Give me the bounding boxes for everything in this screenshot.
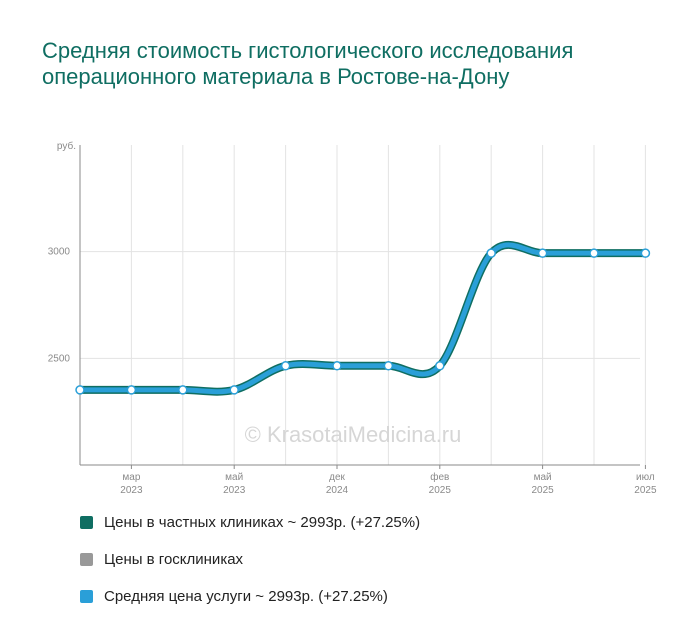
x-tick-month: дек (329, 472, 345, 483)
data-point (537, 248, 548, 258)
grid-lines (80, 145, 646, 465)
series-line-private (76, 240, 650, 396)
y-axis-unit-label: руб. (57, 140, 76, 152)
data-point (229, 385, 239, 395)
data-point (435, 361, 445, 371)
data-point (332, 361, 342, 371)
x-tick-month: мар (122, 472, 140, 483)
x-tick-month: май (534, 472, 552, 483)
data-point (75, 385, 85, 395)
legend-label-private: Цены в частных клиниках ~ 2993р. (+27.25… (104, 513, 421, 531)
y-axis-ticks: 2500 3000 (48, 247, 71, 365)
data-point (280, 361, 291, 371)
series-lines (76, 240, 650, 396)
data-point (589, 248, 599, 258)
data-point (640, 248, 651, 258)
data-points (75, 248, 651, 395)
x-axis-ticks: мар 2023 май 2023 дек 2024 фев 2025 май 2025 июл 20… (120, 465, 657, 496)
legend-swatch-average (80, 589, 93, 603)
legend-item-private[interactable]: Цены в частных клиниках ~ 2993р. (+27.25… (80, 512, 420, 532)
x-tick-year: 2025 (429, 485, 452, 496)
x-tick-year: 2025 (531, 485, 554, 496)
x-tick-month: фев (430, 471, 449, 483)
data-point (486, 248, 496, 258)
x-tick-year: 2023 (120, 485, 143, 496)
chart-title: Средняя стоимость гистологического иссле… (42, 38, 574, 89)
data-point (178, 385, 188, 395)
watermark: © KrasotaiMedicina.ru (245, 422, 462, 447)
legend-swatch-private (80, 515, 93, 529)
x-tick-month: май (225, 472, 243, 483)
x-tick-month: июл (636, 472, 655, 483)
legend: Цены в частных клиниках ~ 2993р. (+27.25… (80, 512, 420, 623)
legend-item-average[interactable]: Средняя цена услуги ~ 2993р. (+27.25%) (80, 586, 420, 606)
x-tick-year: 2024 (326, 485, 349, 496)
x-tick-year: 2025 (634, 485, 657, 496)
legend-label-public: Цены в госклиниках (104, 550, 244, 568)
data-point (126, 385, 137, 395)
data-point (383, 361, 394, 371)
x-tick-year: 2023 (223, 485, 246, 496)
y-tick-label: 3000 (48, 247, 71, 258)
y-tick-label: 2500 (48, 353, 71, 364)
legend-swatch-public (80, 552, 93, 566)
line-chart: руб. 2500 3000 мар 2023 май 2023 дек 2024 фев 20… (48, 140, 657, 496)
legend-item-public[interactable]: Цены в госклиниках (80, 549, 420, 569)
legend-label-average: Средняя цена услуги ~ 2993р. (+27.25%) (104, 587, 388, 605)
